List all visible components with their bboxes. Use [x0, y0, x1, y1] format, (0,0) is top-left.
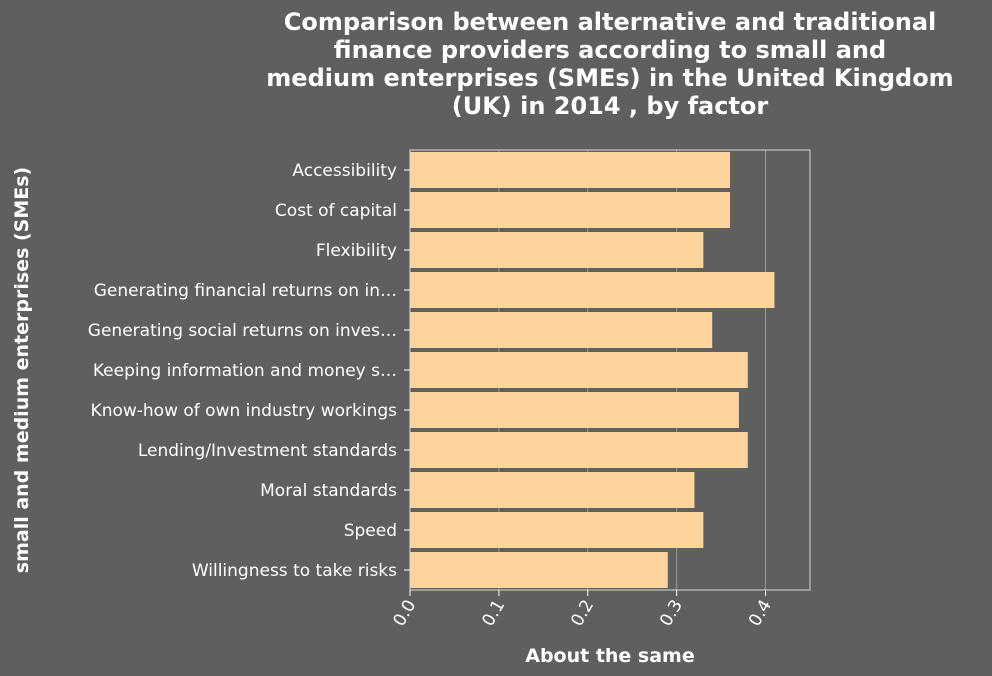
bar-0	[410, 152, 730, 188]
y-tick-label-7: Lending/Investment standards	[138, 441, 397, 461]
bar-2	[410, 232, 704, 268]
bar-9	[410, 512, 704, 548]
x-axis-label: About the same	[525, 645, 695, 667]
y-tick-label-3: Generating financial returns on in…	[94, 281, 397, 301]
y-axis-ticks: Accessibility Cost of capital Flexibility G…	[88, 161, 410, 581]
x-axis-ticks: 0.0 0.1 0.2 0.3 0.4	[389, 590, 776, 630]
bar-1	[410, 192, 730, 228]
y-tick-label-1: Cost of capital	[275, 201, 397, 221]
x-tick-label-3: 0.3	[656, 597, 687, 630]
chart-title-line-2: finance providers according to small and	[334, 36, 886, 64]
bars	[410, 152, 775, 588]
y-tick-label-0: Accessibility	[292, 161, 397, 181]
x-tick-label-2: 0.2	[567, 597, 598, 630]
y-tick-label-5: Keeping information and money s…	[93, 361, 397, 381]
chart-title-line-3: medium enterprises (SMEs) in the United …	[266, 64, 953, 92]
y-tick-label-9: Speed	[344, 521, 397, 541]
bar-4	[410, 312, 713, 348]
bar-5	[410, 352, 748, 388]
chart-title-line-4: (UK) in 2014 , by factor	[452, 92, 769, 120]
x-tick-label-1: 0.1	[478, 597, 509, 630]
bar-7	[410, 432, 748, 468]
x-tick-label-4: 0.4	[745, 597, 776, 630]
y-axis-label: small and medium enterprises (SMEs)	[11, 167, 33, 573]
x-tick-label-0: 0.0	[389, 597, 420, 630]
bar-6	[410, 392, 739, 428]
bar-8	[410, 472, 695, 508]
y-tick-label-8: Moral standards	[260, 481, 397, 501]
chart-title-line-1: Comparison between alternative and tradi…	[284, 8, 937, 36]
y-tick-label-4: Generating social returns on inves…	[88, 321, 397, 341]
y-tick-label-10: Willingness to take risks	[192, 561, 397, 581]
bar-10	[410, 552, 668, 588]
chart-title: Comparison between alternative and tradi…	[266, 8, 953, 120]
bar-3	[410, 272, 775, 308]
y-tick-label-2: Flexibility	[316, 241, 397, 261]
y-tick-label-6: Know-how of own industry workings	[91, 401, 398, 421]
